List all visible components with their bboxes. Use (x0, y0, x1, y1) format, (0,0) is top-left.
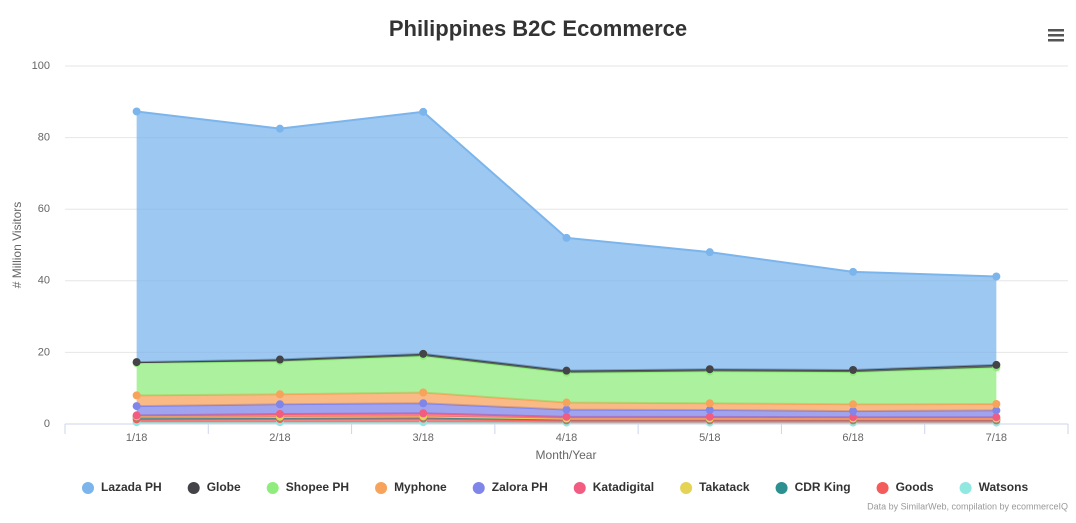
legend-label: Lazada PH (101, 480, 162, 494)
menu-bar (1048, 39, 1064, 42)
x-tick-label: 7/18 (986, 432, 1007, 444)
point-marker (992, 361, 1000, 369)
point-marker (133, 107, 141, 115)
legend-label: Takatack (699, 480, 750, 494)
legend-symbol (776, 482, 788, 494)
point-marker (563, 234, 571, 242)
y-axis-title: # Million Visitors (10, 202, 24, 288)
legend-label: Goods (896, 480, 934, 494)
point-marker (563, 406, 571, 414)
legend-symbol (375, 482, 387, 494)
point-marker (992, 413, 1000, 421)
legend-symbol (82, 482, 94, 494)
y-tick-label: 100 (32, 60, 50, 72)
x-tick-label: 1/18 (126, 432, 147, 444)
legend-symbol (680, 482, 692, 494)
point-marker (706, 248, 714, 256)
point-marker (706, 406, 714, 414)
chart-title: Philippines B2C Ecommerce (389, 16, 687, 41)
point-marker (849, 400, 857, 408)
legend-symbol (473, 482, 485, 494)
legend-item[interactable]: Myphone (375, 480, 447, 494)
legend-label: Myphone (394, 480, 447, 494)
point-marker (276, 410, 284, 418)
x-tick-label: 5/18 (699, 432, 720, 444)
point-marker (706, 365, 714, 373)
point-marker (419, 409, 427, 417)
legend-item[interactable]: Goods (877, 480, 934, 494)
point-marker (133, 358, 141, 366)
legend-label: Shopee PH (286, 480, 349, 494)
legend-item[interactable]: Zalora PH (473, 480, 548, 494)
legend-item[interactable]: Katadigital (574, 480, 654, 494)
point-marker (133, 402, 141, 410)
point-marker (706, 399, 714, 407)
point-marker (849, 268, 857, 276)
legend-item[interactable]: Watsons (960, 480, 1029, 494)
y-tick-label: 60 (38, 203, 50, 215)
point-marker (133, 391, 141, 399)
legend-symbol (574, 482, 586, 494)
legend-item[interactable]: Shopee PH (267, 480, 349, 494)
x-tick-label: 3/18 (413, 432, 434, 444)
menu-button[interactable] (1048, 29, 1064, 42)
point-marker (992, 273, 1000, 281)
menu-bar (1048, 29, 1064, 32)
legend-label: Katadigital (593, 480, 654, 494)
point-marker (419, 108, 427, 116)
point-marker (563, 399, 571, 407)
y-tick-label: 20 (38, 346, 50, 358)
y-tick-label: 80 (38, 132, 50, 144)
x-axis-title: Month/Year (536, 448, 597, 462)
menu-bar (1048, 34, 1064, 37)
point-marker (419, 350, 427, 358)
y-tick-label: 40 (38, 275, 50, 287)
point-marker (276, 356, 284, 364)
point-marker (276, 390, 284, 398)
point-marker (563, 367, 571, 375)
legend-label: Globe (207, 480, 241, 494)
legend-symbol (960, 482, 972, 494)
point-marker (563, 413, 571, 421)
point-marker (849, 366, 857, 374)
point-marker (133, 411, 141, 419)
legend-label: CDR King (795, 480, 851, 494)
y-tick-label: 0 (44, 418, 50, 430)
legend-item[interactable]: Takatack (680, 480, 750, 494)
point-marker (849, 407, 857, 415)
legend-symbol (267, 482, 279, 494)
x-tick-label: 4/18 (556, 432, 577, 444)
credits: Data by SimilarWeb, compilation by ecomm… (867, 501, 1068, 511)
legend-item[interactable]: Globe (188, 480, 241, 494)
point-marker (992, 400, 1000, 408)
legend-symbol (188, 482, 200, 494)
point-marker (276, 400, 284, 408)
legend-item[interactable]: CDR King (776, 480, 851, 494)
x-tick-label: 6/18 (842, 432, 863, 444)
legend-label: Zalora PH (492, 480, 548, 494)
point-marker (419, 399, 427, 407)
point-marker (276, 125, 284, 133)
x-tick-label: 2/18 (269, 432, 290, 444)
point-marker (419, 388, 427, 396)
point-marker (706, 413, 714, 421)
legend-label: Watsons (979, 480, 1029, 494)
legend-item[interactable]: Lazada PH (82, 480, 162, 494)
legend-symbol (877, 482, 889, 494)
